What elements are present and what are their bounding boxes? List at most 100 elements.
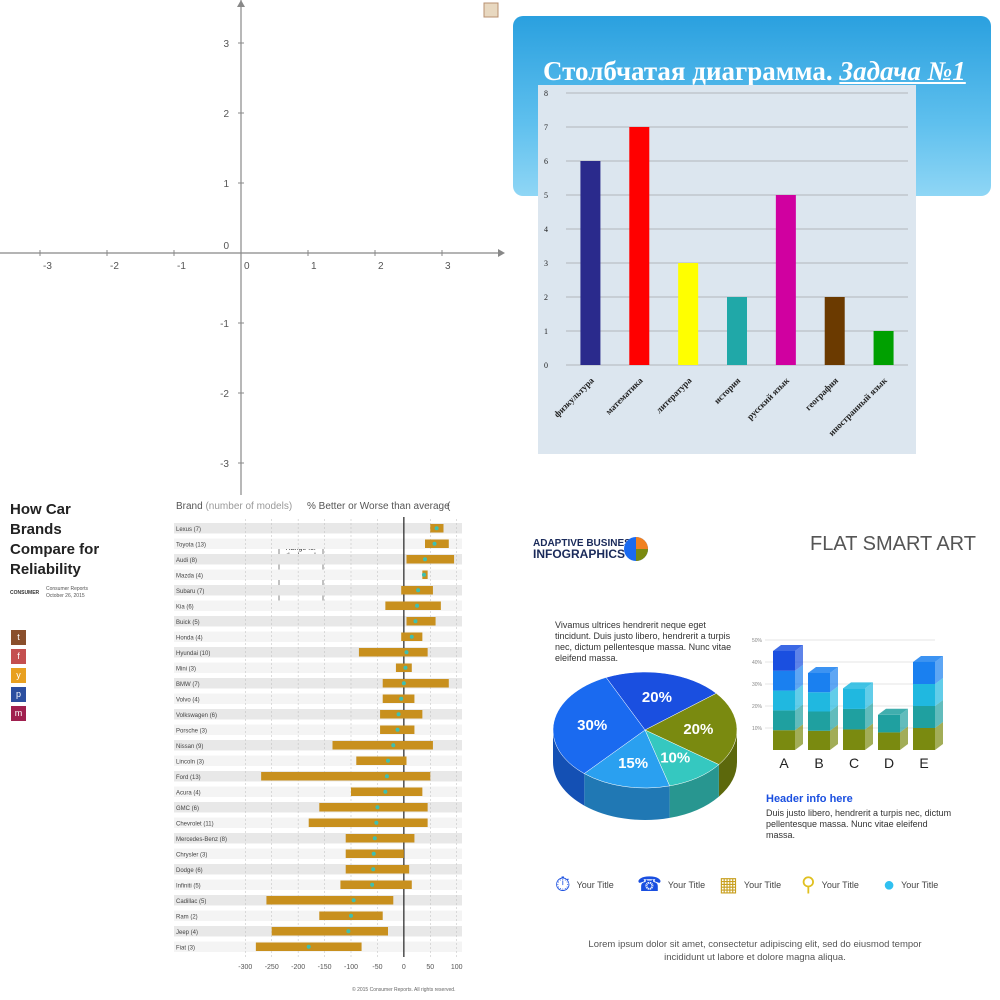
bar-side <box>900 708 908 733</box>
bar-side <box>795 664 803 691</box>
bar-иностранный язык <box>873 331 894 365</box>
bar-русский язык <box>775 195 796 365</box>
social-button-f[interactable]: f <box>11 649 26 664</box>
brand-row <box>174 724 462 735</box>
brand-label: Dodge (6) <box>176 868 203 874</box>
bar-face <box>913 684 935 706</box>
x-axis-arrow <box>498 249 505 257</box>
y-tick-label: 50% <box>752 638 763 644</box>
brand-label: Lincoln (3) <box>176 760 204 766</box>
range-bar <box>332 741 433 750</box>
y-tick-label: 0 <box>223 241 229 252</box>
brand-header: Brand (number of models) <box>176 501 292 512</box>
mean-dot <box>351 898 356 903</box>
phone-icon: ☎ <box>637 874 662 896</box>
y-tick-label: 3 <box>223 39 229 50</box>
bar-face <box>878 732 900 750</box>
x-tick-label: -1 <box>177 261 186 272</box>
social-button-m[interactable]: m <box>11 706 26 721</box>
brand-row <box>174 802 462 813</box>
mean-dot <box>434 526 439 531</box>
bar-face <box>913 706 935 728</box>
pie-slice <box>583 729 670 789</box>
magnifier-icon: ⚲ <box>801 874 816 896</box>
mean-dot <box>371 867 376 872</box>
brand-label: Cadillac (5) <box>176 899 206 905</box>
brand-line1: ADAPTIVE BUSINESS <box>533 538 638 549</box>
bar-side <box>935 700 943 728</box>
bar-top <box>773 645 803 651</box>
brand-block: ADAPTIVE BUSINESS INFOGRAPHICS <box>533 538 637 560</box>
bar-география <box>824 297 845 365</box>
y-tick-label: -1 <box>220 319 229 330</box>
brand-pie-icon <box>624 537 648 561</box>
category-label: литература <box>654 375 694 415</box>
category-label: история <box>712 375 743 406</box>
social-button-y[interactable]: y <box>11 668 26 683</box>
y-tick-label: 0 <box>544 361 548 370</box>
bar-category-label: D <box>884 755 894 771</box>
bar-top <box>808 667 838 673</box>
brand-label: Chrysler (3) <box>176 853 207 859</box>
social-button-t[interactable]: t <box>11 630 26 645</box>
bar-face <box>773 730 795 750</box>
brand-row <box>174 523 462 534</box>
slide-title-link[interactable]: Задача №1 <box>839 56 966 86</box>
ru-bar-chart: 0 1 2 3 4 5 6 7 8 физкультура математика литература… <box>544 89 908 438</box>
y-tick-label: 2 <box>544 293 548 302</box>
y-tick-label: 3 <box>544 259 548 268</box>
brand-label: Buick (5) <box>176 620 200 626</box>
bar-top <box>913 656 943 662</box>
y-axis-arrow <box>237 0 245 7</box>
social-button-p[interactable]: p <box>11 687 26 702</box>
brand-label: Jeep (4) <box>176 930 198 936</box>
coordinate-plane: -3 -2 -1 0 1 2 3 3 2 1 -1 -2 -3 0 <box>0 0 505 495</box>
x-tick-label: -100 <box>344 964 358 971</box>
consumer-reports-logo: CONSUMER <box>10 590 40 596</box>
category-label: физкультура <box>552 375 596 419</box>
brand-label: BMW (7) <box>176 682 200 688</box>
range-bar <box>308 818 428 827</box>
bar-side <box>865 682 873 709</box>
bar-face <box>808 730 830 750</box>
brand-row <box>174 910 462 921</box>
mean-dot <box>384 774 389 779</box>
mean-dot <box>375 805 380 810</box>
mean-dot <box>349 913 353 918</box>
mean-dot <box>423 557 427 562</box>
pct-header: % Better or Worse than average <box>307 501 450 512</box>
pie-label: 15% <box>618 755 648 772</box>
x-tick-label: 3 <box>445 261 451 272</box>
corner-widget-icon <box>483 2 499 18</box>
coordinate-plane-panel: -3 -2 -1 0 1 2 3 3 2 1 -1 -2 -3 0 <box>0 0 505 495</box>
mean-dot <box>401 681 406 686</box>
icon-item: ⚲ Your Title <box>801 870 859 900</box>
y-tick-label: 30% <box>752 682 763 688</box>
brand-row <box>174 600 462 611</box>
bar-face <box>773 651 795 671</box>
pie-slice <box>605 671 717 731</box>
pie-side <box>718 730 737 797</box>
bar-face <box>808 711 830 731</box>
range-bar <box>406 555 455 564</box>
bar-side <box>795 704 803 731</box>
brand-label: Fiat (3) <box>176 946 195 952</box>
mean-dot <box>395 727 400 732</box>
x-tick-label: -250 <box>265 964 279 971</box>
bar-side <box>830 667 838 693</box>
brand-row <box>174 616 462 627</box>
brand-label: Subaru (7) <box>176 589 204 595</box>
mean-dot <box>415 603 420 608</box>
y-tick-label: 4 <box>544 225 548 234</box>
bar-face <box>843 688 865 709</box>
bar-face <box>913 728 935 750</box>
x-tick-label: 100 <box>451 964 463 971</box>
slide-title: Столбчатая диаграмма. Задача №1 <box>543 56 966 87</box>
car-footer: © 2015 Consumer Reports. All rights rese… <box>352 987 456 993</box>
bar-face <box>773 710 795 731</box>
footer-text: Lorem ipsum dolor sit amet, consectetur … <box>588 939 922 963</box>
x-tick-label: 0 <box>402 964 406 971</box>
x-tick-label: -200 <box>291 964 305 971</box>
mean-dot <box>421 572 426 577</box>
bar-side <box>830 705 838 731</box>
